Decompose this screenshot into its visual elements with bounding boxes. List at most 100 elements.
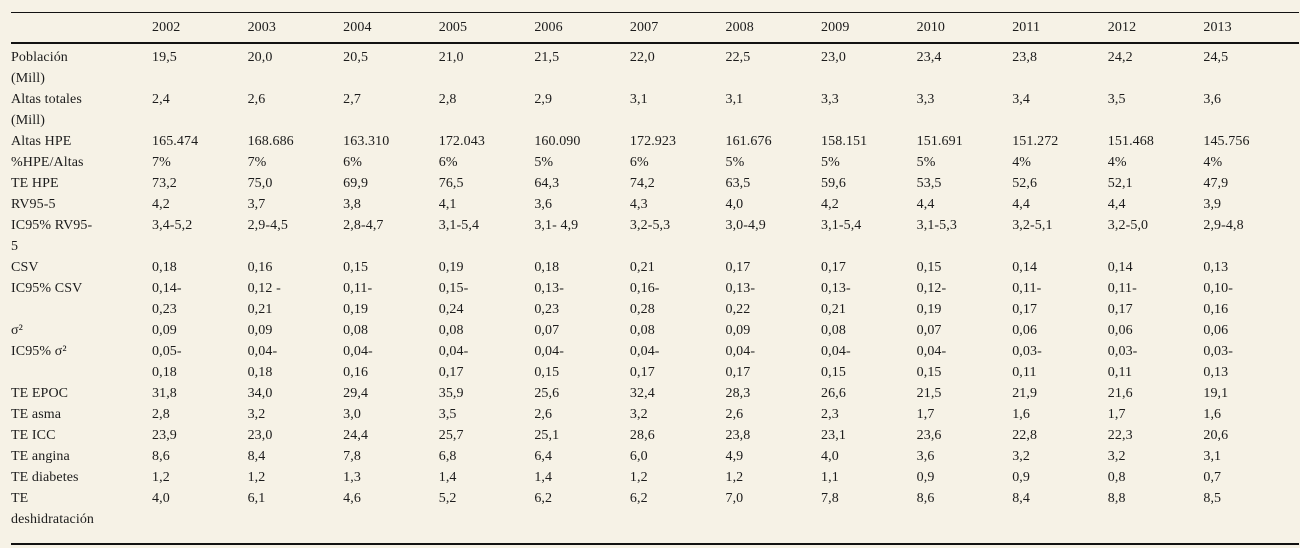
data-cell: 75,0 [247, 175, 273, 191]
data-cell: 0,17 [725, 259, 751, 275]
data-cell: 5% [725, 154, 745, 170]
col-header-year: 2002 [152, 19, 181, 35]
data-cell: 3,1- 4,9 [534, 217, 579, 233]
data-cell: 4,4 [1012, 196, 1031, 212]
data-cell: 7% [247, 154, 267, 170]
data-cell: 0,16- 0,28 [629, 280, 660, 317]
data-cell: 3,1 [1203, 448, 1222, 464]
row-label: Altas totales (Mill) [11, 91, 82, 128]
data-cell: 6,1 [247, 490, 266, 506]
data-cell: 6,0 [629, 448, 648, 464]
data-cell: 1,2 [247, 469, 266, 485]
data-cell: 20,6 [1203, 427, 1229, 443]
table-row: TE ICC 23,9 23,0 24,4 25,7 25,1 28,6 23,8 23,1 23… [11, 425, 1299, 446]
data-cell: 172.923 [629, 133, 677, 149]
data-cell: 0,13 [1203, 259, 1229, 275]
data-cell: 1,2 [629, 469, 648, 485]
data-cell: 0,14- 0,23 [152, 280, 182, 317]
data-cell: 4,4 [916, 196, 935, 212]
data-cell: 34,0 [247, 385, 273, 401]
data-cell: 74,2 [629, 175, 655, 191]
data-cell: 23,8 [1012, 49, 1038, 65]
data-cell: 6,2 [629, 490, 648, 506]
data-cell: 4,3 [629, 196, 648, 212]
data-cell: 64,3 [534, 175, 560, 191]
data-cell: 3,2-5,1 [1012, 217, 1053, 233]
data-cell: 2,6 [247, 91, 266, 107]
table-row: IC95% CSV 0,14- 0,23 0,12 - 0,21 0,11- 0,19… [11, 278, 1299, 320]
table-row: TE diabetes 1,2 1,2 1,3 1,4 1,4 1,2 1,2 1,1 0,9 0,… [11, 467, 1299, 488]
data-cell: 1,6 [1012, 406, 1031, 422]
data-cell: 25,7 [438, 427, 464, 443]
data-cell: 8,6 [152, 448, 170, 464]
data-cell: 0,03- 0,11 [1012, 343, 1042, 380]
data-cell: 21,5 [916, 385, 942, 401]
data-cell: 20,0 [247, 49, 273, 65]
data-cell: 1,4 [438, 469, 457, 485]
data-cell: 23,9 [152, 427, 177, 443]
row-label: %HPE/Altas [11, 154, 84, 170]
data-cell: 21,5 [534, 49, 560, 65]
table-row: Población (Mill) 19,5 20,0 20,5 21,0 21,5 22,0… [11, 43, 1299, 89]
data-cell: 0,11- 0,17 [1012, 280, 1042, 317]
data-cell: 8,4 [1012, 490, 1031, 506]
data-cell: 7,0 [725, 490, 744, 506]
data-cell: 6,8 [438, 448, 457, 464]
data-cell: 3,2-5,0 [1107, 217, 1149, 233]
data-cell: 23,0 [821, 49, 846, 65]
data-cell: 4% [1107, 154, 1127, 170]
row-label: Población (Mill) [11, 49, 68, 86]
data-cell: 0,17 [821, 259, 846, 275]
col-header-year: 2009 [821, 19, 850, 35]
data-cell: 19,5 [152, 49, 177, 65]
row-label: TE HPE [11, 175, 59, 191]
data-cell: 0,03- 0,13 [1203, 343, 1234, 380]
row-label: TE EPOC [11, 385, 69, 401]
data-cell: 0,12 - 0,21 [247, 280, 281, 317]
data-cell: 3,3 [821, 91, 839, 107]
row-label: IC95% σ² [11, 343, 67, 359]
row-label: TE angina [11, 448, 70, 464]
data-cell: 1,6 [1203, 406, 1222, 422]
data-cell: 160.090 [534, 133, 581, 149]
table-row: IC95% RV95- 5 3,4-5,2 2,9-4,5 2,8-4,7 3,1-5,… [11, 215, 1299, 257]
data-cell: 0,11- 0,19 [343, 280, 373, 317]
data-cell: 21,9 [1012, 385, 1038, 401]
data-cell: 0,04- 0,18 [247, 343, 278, 380]
col-header-year: 2008 [725, 19, 754, 35]
data-cell: 3,9 [1203, 196, 1222, 212]
corner-cell [11, 13, 152, 43]
data-cell: 5% [821, 154, 840, 170]
data-cell: 22,5 [725, 49, 751, 65]
data-cell: 1,3 [343, 469, 361, 485]
data-cell: 0,15 [343, 259, 369, 275]
data-cell: 0,13- 0,21 [821, 280, 851, 317]
data-cell: 2,9 [534, 91, 553, 107]
data-cell: 145.756 [1203, 133, 1250, 149]
data-cell: 22,0 [629, 49, 655, 65]
data-cell: 28,6 [629, 427, 655, 443]
data-cell: 0,07 [916, 322, 942, 338]
data-cell: 4% [1203, 154, 1223, 170]
data-cell: 69,9 [343, 175, 369, 191]
data-cell: 3,2-5,3 [629, 217, 671, 233]
col-header-year: 2006 [534, 19, 563, 35]
data-cell: 3,1-5,3 [916, 217, 957, 233]
data-cell: 7,8 [343, 448, 361, 464]
table-row: TE asma 2,8 3,2 3,0 3,5 2,6 3,2 2,6 2,3 1,7 1,6 1,7… [11, 404, 1299, 425]
row-label: TE ICC [11, 427, 56, 443]
data-cell: 21,0 [438, 49, 464, 65]
data-cell: 2,6 [725, 406, 744, 422]
data-cell: 7% [152, 154, 171, 170]
data-cell: 24,2 [1107, 49, 1133, 65]
data-cell: 76,5 [438, 175, 464, 191]
data-cell: 22,3 [1107, 427, 1133, 443]
data-cell: 6% [438, 154, 458, 170]
row-label: TE deshidratación [11, 490, 95, 527]
data-cell: 3,0-4,9 [725, 217, 766, 233]
data-cell: 0,11- 0,17 [1107, 280, 1137, 317]
data-cell: 0,04- 0,17 [629, 343, 660, 380]
data-cell: 0,06 [1203, 322, 1229, 338]
data-cell: 0,19 [438, 259, 464, 275]
